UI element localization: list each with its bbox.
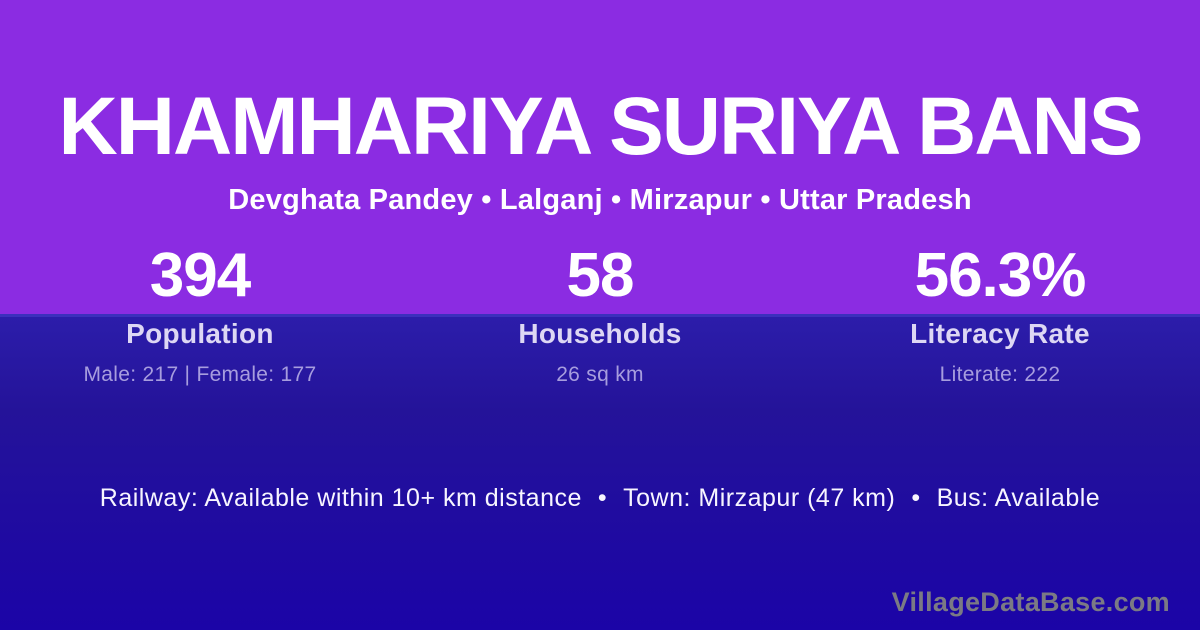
village-title: KHAMHARIYA SURIYA BANS bbox=[58, 81, 1144, 172]
transport-info: Railway: Available within 10+ km distanc… bbox=[0, 484, 1200, 513]
literate-count: Literate: 222 bbox=[939, 363, 1061, 386]
population-value: 394 bbox=[149, 241, 251, 310]
area-value: 26 sq km bbox=[556, 363, 644, 386]
households-value: 58 bbox=[566, 241, 635, 310]
header-background bbox=[0, 0, 1200, 314]
railway-info: Railway: Available within 10+ km distanc… bbox=[99, 484, 582, 512]
stats-background bbox=[0, 314, 1200, 630]
stat-population: 394 Population Male: 217 | Female: 177 bbox=[0, 238, 400, 387]
households-label: Households bbox=[518, 318, 682, 349]
bullet-separator: • bbox=[911, 484, 921, 512]
site-watermark: VillageDataBase.com bbox=[891, 587, 1170, 617]
literacy-label: Literacy Rate bbox=[910, 318, 1090, 349]
population-label: Population bbox=[126, 318, 274, 349]
town-info: Town: Mirzapur (47 km) bbox=[623, 484, 896, 512]
stats-row: 394 Population Male: 217 | Female: 177 5… bbox=[0, 238, 1200, 387]
bus-info: Bus: Available bbox=[936, 484, 1101, 512]
literacy-value: 56.3% bbox=[914, 241, 1087, 310]
population-breakdown: Male: 217 | Female: 177 bbox=[83, 363, 317, 386]
breadcrumb: Devghata Pandey • Lalganj • Mirzapur • U… bbox=[228, 184, 972, 216]
stat-literacy: 56.3% Literacy Rate Literate: 222 bbox=[800, 238, 1200, 387]
stat-households: 58 Households 26 sq km bbox=[400, 238, 800, 387]
bullet-separator: • bbox=[597, 484, 608, 512]
